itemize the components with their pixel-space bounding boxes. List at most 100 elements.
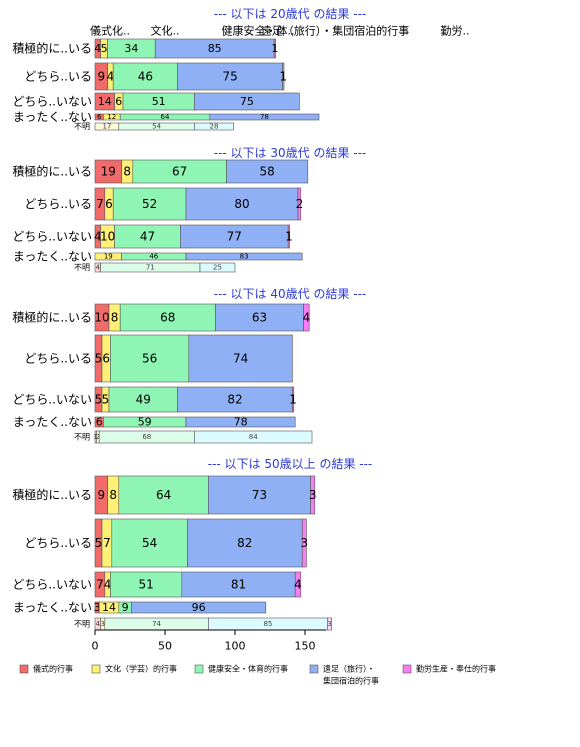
data-label: 1 [279, 70, 287, 84]
data-label: 34 [124, 42, 138, 55]
data-label: 5 [102, 393, 110, 407]
data-label: 4 [107, 70, 115, 84]
data-label: 1 [271, 42, 278, 55]
data-label: 10 [94, 311, 109, 325]
data-label: 75 [240, 95, 254, 108]
data-label: 14 [102, 601, 116, 614]
data-label: 25 [213, 264, 222, 272]
data-label: 17 [102, 123, 111, 131]
bar-segment [301, 518, 307, 568]
data-label: 4 [294, 578, 302, 592]
data-label: 52 [142, 197, 157, 211]
bar-segment [294, 571, 302, 598]
data-label: 73 [252, 488, 267, 502]
row-label: 不明 [74, 433, 90, 442]
data-label: 46 [138, 70, 153, 84]
x-tick-label: 50 [158, 640, 172, 653]
category-header-1: 文化.. [151, 24, 180, 38]
bar-segment [209, 113, 320, 121]
row-label: 不明 [74, 620, 90, 629]
bar-segment [208, 475, 311, 515]
x-tick-label: 0 [92, 640, 99, 653]
row-label: 不明 [74, 122, 90, 131]
bar-segment [226, 159, 309, 184]
data-label: 71 [146, 264, 155, 272]
bar-segment [282, 62, 285, 91]
panel-title: --- 以下は 20歳代 の結果 --- [214, 7, 367, 21]
bar-segment [327, 617, 332, 631]
data-label: 14 [98, 95, 112, 108]
x-tick-label: 100 [225, 640, 246, 653]
bar-segment [187, 518, 303, 568]
bar-segment [297, 187, 302, 221]
data-label: 28 [210, 123, 219, 131]
row-label: どちら..いる [24, 352, 92, 366]
data-label: 83 [240, 253, 249, 261]
row-label: どちら..いる [24, 536, 92, 550]
data-label: 51 [152, 95, 166, 108]
data-label: 6 [102, 352, 110, 366]
data-label: 46 [149, 253, 158, 261]
bar-segment [185, 187, 299, 221]
row-label: 積極的に..いる [12, 164, 92, 179]
data-label: 4 [96, 264, 101, 272]
bar-segment [273, 38, 276, 59]
bar-segment [110, 571, 183, 598]
legend-label: 儀式的行事 [33, 664, 73, 674]
data-label: 12 [107, 113, 116, 121]
category-header-0: 儀式化.. [90, 24, 130, 38]
data-label: 2 [296, 197, 304, 211]
data-label: 59 [138, 416, 152, 429]
data-label: 77 [227, 230, 242, 244]
data-label: 58 [260, 165, 275, 179]
legend-swatch [402, 664, 412, 674]
data-label: 8 [111, 311, 119, 325]
data-label: 5 [95, 352, 103, 366]
category-header-3: 遠足（旅行）・集団宿泊的行事 [261, 24, 410, 38]
row-label: どちら..いる [24, 70, 92, 84]
row-label: 不明 [74, 263, 90, 272]
data-label: 56 [142, 352, 157, 366]
data-label: 5 [95, 393, 103, 407]
data-label: 6 [115, 95, 122, 108]
data-label: 82 [227, 393, 242, 407]
legend-swatch [309, 664, 319, 674]
row-label: どちら..いない [12, 230, 92, 244]
row-label: 積極的に..いる [12, 41, 92, 56]
data-label: 78 [260, 113, 269, 121]
data-label: 3 [300, 536, 308, 550]
data-label: 49 [136, 393, 151, 407]
category-header-2: 健康安全・体.. [222, 24, 295, 38]
bar-segment [185, 416, 296, 428]
row-label: どちら..いない [12, 95, 92, 109]
data-label: 8 [109, 488, 117, 502]
row-label: まったく..ない [13, 110, 92, 124]
data-label: 80 [234, 197, 249, 211]
bar-segment [118, 475, 209, 515]
legend-label: 文化（学芸）的行事 [105, 664, 177, 674]
data-label: 63 [252, 311, 267, 325]
data-label: 68 [142, 433, 151, 441]
data-label: 64 [156, 488, 171, 502]
data-label: 7 [103, 536, 111, 550]
data-label: 9 [97, 488, 105, 502]
row-label: まったく..ない [13, 250, 92, 264]
bar-segment [181, 571, 296, 598]
legend-label: 健康安全・体育的行事 [208, 664, 288, 674]
data-label: 5 [101, 42, 108, 55]
data-label: 75 [222, 70, 237, 84]
panel-title: --- 以下は 30歳代 の結果 --- [214, 146, 367, 160]
data-label: 3 [327, 620, 331, 628]
data-label: 54 [152, 123, 161, 131]
data-label: 4 [96, 620, 101, 628]
row-label: まったく..ない [13, 601, 92, 615]
data-label: 4 [303, 311, 311, 325]
bar-segment [110, 334, 190, 383]
data-label: 6 [97, 113, 102, 121]
data-label: 85 [208, 42, 222, 55]
data-label: 1 [289, 393, 297, 407]
bar-segment [185, 252, 303, 261]
data-label: 6 [96, 416, 103, 429]
data-label: 1 [285, 230, 293, 244]
data-label: 19 [101, 165, 116, 179]
